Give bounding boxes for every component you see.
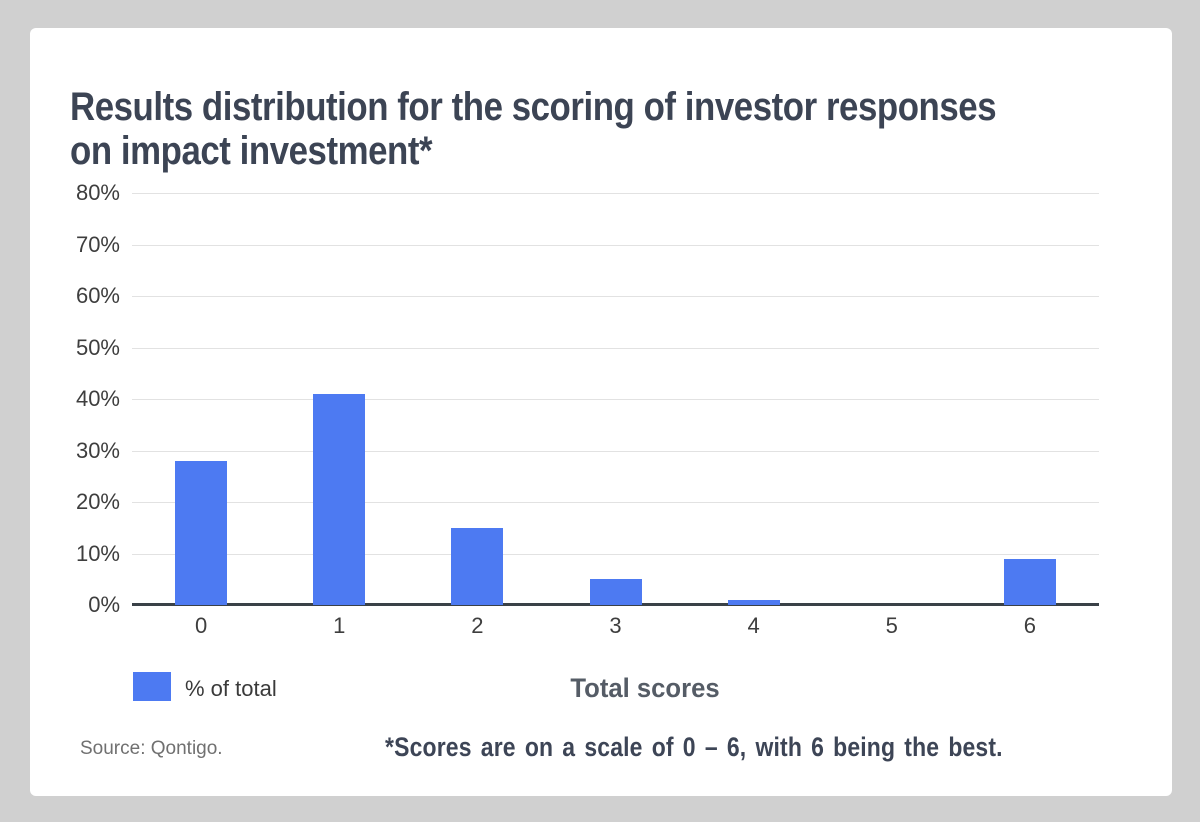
gridline [132, 347, 1099, 349]
source-text: Source: Qontigo. [80, 738, 223, 759]
bar-score-3 [589, 579, 642, 605]
gridline [132, 502, 1099, 503]
chart-card: Results distribution for the scoring of … [30, 28, 1172, 796]
y-tick-label: 50% [75, 334, 120, 360]
y-tick-label: 10% [75, 540, 120, 566]
plot-area: 0% 10% 20% 30% 40% 50% 60% 70% 80% 0 1 2 3 4 5 6 [76, 180, 1099, 638]
gridline [132, 553, 1099, 555]
x-tick-label: 6 [1023, 613, 1037, 638]
y-tick-label: 20% [75, 489, 120, 514]
y-tick-label: 70% [75, 231, 120, 257]
x-tick-label: 0 [194, 613, 208, 638]
y-tick-label: 0% [88, 592, 120, 617]
gridline [132, 450, 1099, 452]
gridline [132, 399, 1099, 400]
bar-score-4 [727, 599, 780, 605]
gridline [132, 296, 1099, 297]
chart-title: Results distribution for the scoring of … [70, 84, 997, 173]
footnote-text: *Scores are on a scale of 0 – 6, with 6 … [385, 732, 1003, 762]
x-tick-label: 4 [747, 613, 760, 638]
gridline [132, 244, 1099, 246]
x-tick-label: 1 [333, 613, 346, 638]
x-tick-label: 2 [471, 613, 484, 638]
bar-score-1 [313, 393, 366, 605]
gridline [132, 193, 1099, 194]
bar-score-6 [1003, 558, 1056, 605]
y-tick-label: 40% [75, 386, 120, 411]
x-tick-label: 5 [885, 613, 898, 638]
bar-score-0 [175, 460, 228, 605]
legend-swatch [133, 672, 171, 701]
legend-label: % of total [185, 676, 277, 701]
x-tick-label: 3 [609, 613, 622, 638]
y-tick-label: 60% [75, 283, 120, 308]
bar-score-2 [451, 527, 504, 605]
y-tick-label: 30% [75, 437, 120, 463]
y-tick-label: 80% [75, 180, 120, 205]
x-axis-title: Total scores [570, 673, 720, 703]
